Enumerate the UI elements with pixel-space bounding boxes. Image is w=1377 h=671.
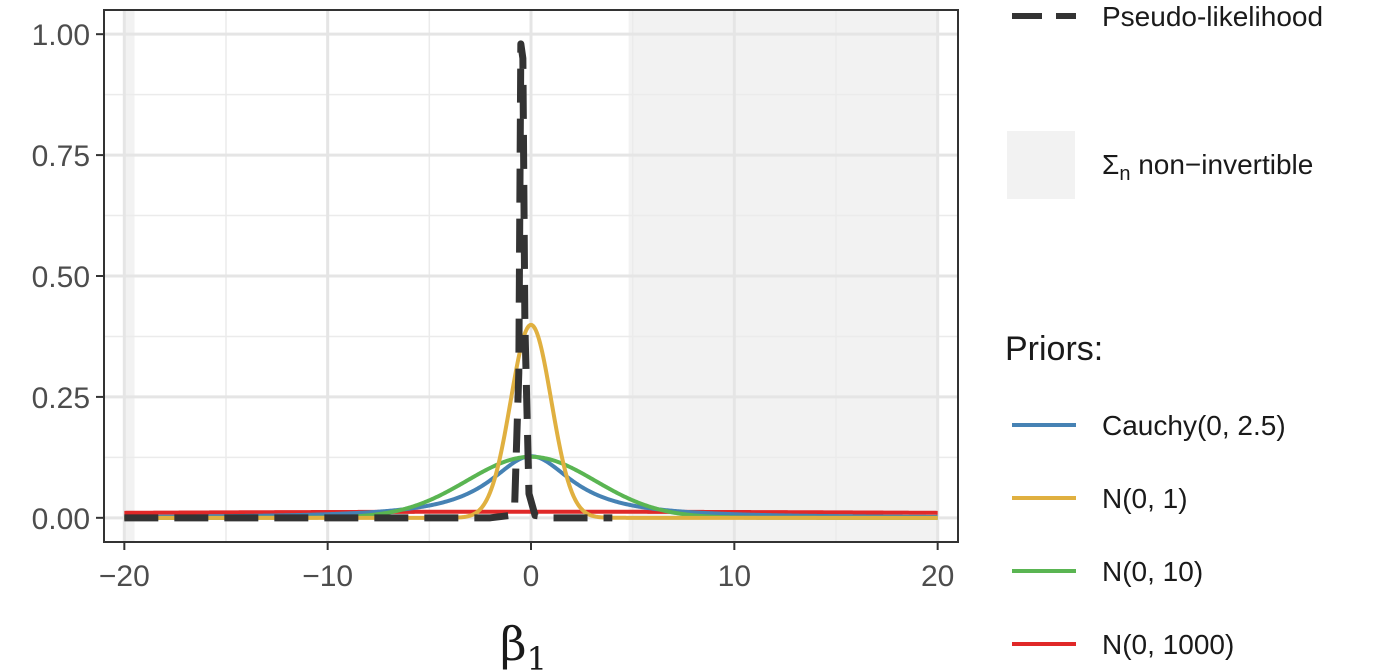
x-axis-title: β1	[500, 617, 547, 671]
legend: Pseudo-likelihood Σn non−invertible Prio…	[1005, 1, 1323, 660]
legend-label-non-invertible: Σn non−invertible	[1102, 149, 1313, 185]
series-lines	[123, 40, 939, 522]
series-line-pseudo-likelihood	[124, 40, 613, 522]
legend-label-pseudo-likelihood: Pseudo-likelihood	[1102, 1, 1323, 32]
legend-key-non-invertible	[1007, 131, 1075, 199]
x-tick-label-1: −10	[302, 560, 353, 593]
y-tick-label-3: 0.75	[32, 140, 90, 173]
x-axis-title-symbol: β	[500, 617, 527, 671]
y-tick-label-0: 0.00	[32, 503, 90, 536]
x-tick-label-4: 20	[921, 560, 954, 593]
x-axis-title-subscript: 1	[527, 640, 547, 671]
legend-sigma: Σ	[1102, 149, 1119, 180]
legend-title-priors: Priors:	[1005, 330, 1103, 368]
x-tick-label-0: −20	[99, 560, 150, 593]
x-tick-label-2: 0	[523, 560, 540, 593]
y-tick-label-4: 1.00	[32, 19, 90, 52]
legend-non-invertible-text: non−invertible	[1130, 149, 1313, 180]
legend-label-n01000: N(0, 1000)	[1102, 629, 1234, 660]
y-tick-label-2: 0.50	[32, 261, 90, 294]
legend-sigma-sub: n	[1119, 163, 1130, 185]
legend-label-n01: N(0, 1)	[1102, 483, 1188, 514]
y-tick-label-1: 0.25	[32, 382, 90, 415]
axes: −20 −10 0 10 20 0.00 0.25 0.50 0.75 1.00	[32, 19, 955, 593]
legend-label-cauchy: Cauchy(0, 2.5)	[1102, 410, 1286, 441]
series-line-n-0-1	[123, 322, 939, 520]
legend-label-n010: N(0, 10)	[1102, 556, 1203, 587]
x-tick-label-3: 10	[718, 560, 751, 593]
